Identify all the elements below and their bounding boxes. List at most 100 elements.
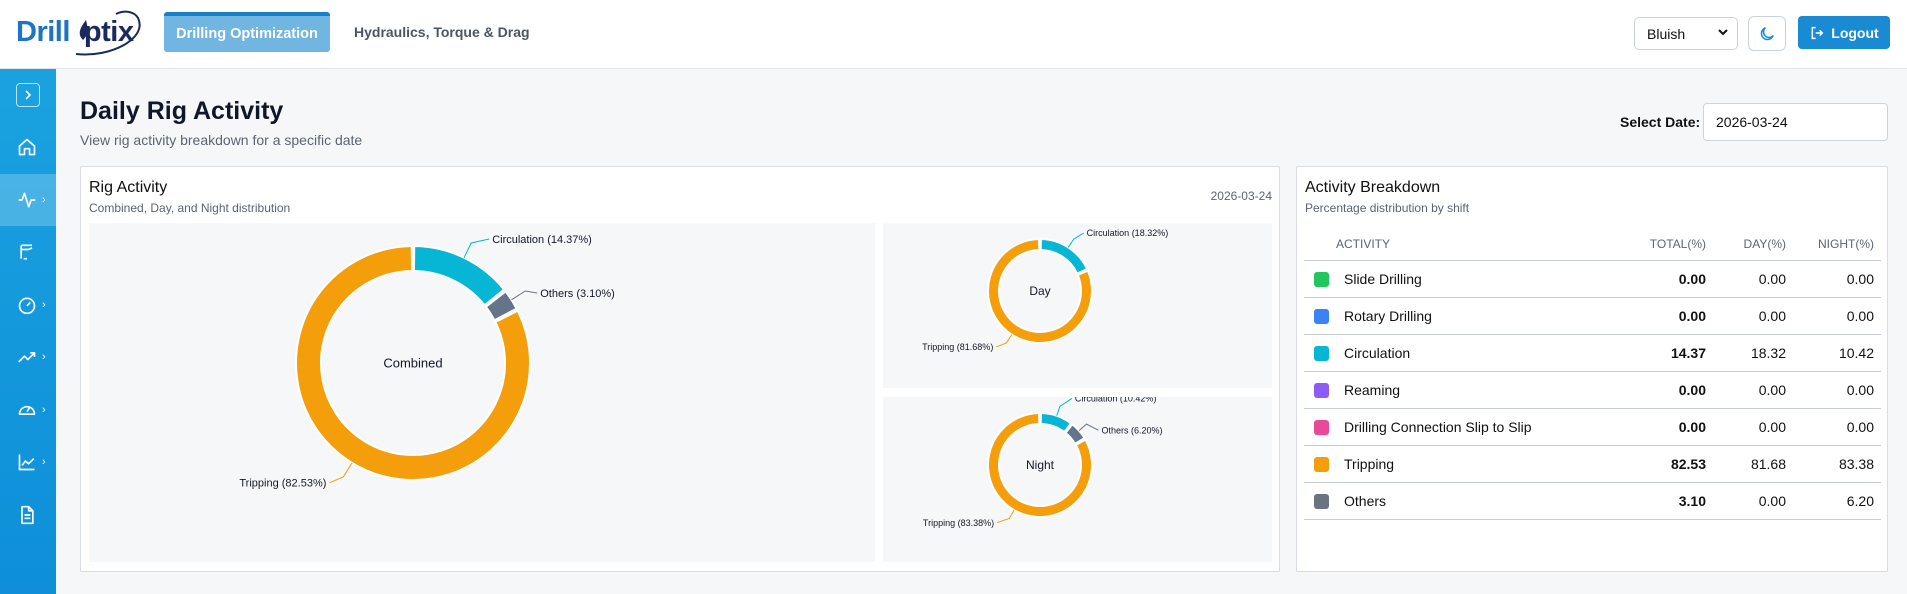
sidebar-item-performance[interactable]: › xyxy=(0,279,56,331)
activity-name: Slide Drilling xyxy=(1344,260,1623,298)
donut-label: Others (3.10%) xyxy=(540,288,615,300)
activity-table: ACTIVITY TOTAL(%) DAY(%) NIGHT(%) Slide … xyxy=(1304,229,1881,520)
tab-hydraulics-torque-drag[interactable]: Hydraulics, Torque & Drag xyxy=(354,24,530,40)
logout-icon xyxy=(1811,26,1824,39)
col-header-night: NIGHT(%) xyxy=(1793,229,1881,261)
dark-mode-toggle-button[interactable] xyxy=(1748,16,1786,51)
donut-slice-tripping[interactable] xyxy=(295,244,531,481)
activity-day: 0.00 xyxy=(1713,408,1793,446)
activity-night: 0.00 xyxy=(1793,260,1881,298)
combined-donut-chart: Circulation (14.37%) Others (3.10%) Trippi… xyxy=(239,234,615,490)
activity-day: 0.00 xyxy=(1713,260,1793,298)
col-header-activity: ACTIVITY xyxy=(1304,229,1623,261)
donut-label: Circulation (10.42%) xyxy=(1075,397,1157,404)
sidebar-item-trends[interactable]: › xyxy=(0,331,56,383)
chevron-right-icon: › xyxy=(42,194,46,206)
rig-activity-title: Rig Activity xyxy=(89,179,168,196)
table-row: Circulation 14.37 18.32 10.42 xyxy=(1304,334,1881,372)
activity-color-swatch xyxy=(1304,334,1344,372)
rig-activity-date: 2026-03-24 xyxy=(1210,189,1272,203)
donut-label: Circulation (14.37%) xyxy=(492,234,592,246)
donut-slice-tripping[interactable] xyxy=(987,237,1093,344)
donut-label: Tripping (81.68%) xyxy=(922,342,993,352)
sidebar-item-rig-activity[interactable]: › xyxy=(0,174,56,226)
activity-day: 81.68 xyxy=(1713,445,1793,483)
activity-color-swatch xyxy=(1304,445,1344,483)
activity-color-swatch xyxy=(1304,260,1344,298)
logo-swoosh-icon xyxy=(75,10,141,56)
donut-leader-line xyxy=(996,334,1013,348)
logo-text: Drill ptix xyxy=(16,16,134,48)
activity-total: 0.00 xyxy=(1622,260,1713,298)
night-donut-chart: Circulation (10.42%) Others (6.20%) Trippi… xyxy=(923,397,1163,528)
activity-name: Drilling Connection Slip to Slip xyxy=(1344,408,1623,446)
drill-rig-icon xyxy=(20,244,33,260)
activity-color-swatch xyxy=(1304,297,1344,335)
activity-breakdown-subtitle: Percentage distribution by shift xyxy=(1305,201,1470,215)
activity-night: 0.00 xyxy=(1793,371,1881,409)
activity-day: 0.00 xyxy=(1713,297,1793,335)
select-date-label: Select Date: xyxy=(1620,114,1701,130)
day-chart-panel: Circulation (18.32%) Tripping (81.68%) Day xyxy=(883,223,1272,388)
donut-center-title: Day xyxy=(1029,284,1050,298)
donut-center-title: Night xyxy=(1026,458,1055,472)
donut-leader-line xyxy=(1056,397,1073,416)
rig-activity-card: Rig Activity Combined, Day, and Night di… xyxy=(80,166,1280,572)
night-chart-panel: Circulation (10.42%) Others (6.20%) Trippi… xyxy=(883,397,1272,562)
activity-name: Reaming xyxy=(1344,371,1623,409)
activity-total: 0.00 xyxy=(1622,297,1713,335)
drilloptix-logo[interactable]: Drill ptix xyxy=(16,8,146,58)
chevron-right-icon xyxy=(25,90,32,100)
sidebar-item-dashboard[interactable]: › xyxy=(0,384,56,436)
donut-leader-line xyxy=(1078,423,1099,432)
logout-label: Logout xyxy=(1831,24,1879,41)
table-row: Others 3.10 0.00 6.20 xyxy=(1304,482,1881,520)
rig-activity-subtitle: Combined, Day, and Night distribution xyxy=(89,201,291,215)
activity-night: 83.38 xyxy=(1793,445,1881,483)
theme-select-value: Bluish xyxy=(1647,25,1686,42)
activity-night: 0.00 xyxy=(1793,297,1881,335)
date-input-value: 2026-03-24 xyxy=(1716,114,1788,130)
donut-slice-others[interactable] xyxy=(1064,422,1086,446)
day-donut-chart: Circulation (18.32%) Tripping (81.68%) Day xyxy=(922,228,1168,352)
activity-name: Circulation xyxy=(1344,334,1623,372)
activity-day: 0.00 xyxy=(1713,371,1793,409)
moon-icon xyxy=(1760,26,1774,40)
donut-leader-line xyxy=(463,238,490,258)
sidebar-item-reports[interactable] xyxy=(0,489,56,541)
sidebar-expand-button[interactable] xyxy=(16,83,40,107)
sidebar-item-analytics[interactable]: › xyxy=(0,436,56,488)
donut-slice-tripping[interactable] xyxy=(987,411,1093,518)
donut-center-title: Combined xyxy=(383,356,442,371)
donut-slice-others[interactable] xyxy=(484,290,518,322)
activity-color-swatch xyxy=(1304,371,1344,409)
donut-slice-circulation[interactable] xyxy=(412,244,506,307)
sidebar-item-drilling[interactable] xyxy=(0,226,56,278)
sidebar-item-home[interactable] xyxy=(0,121,56,173)
date-input[interactable]: 2026-03-24 xyxy=(1703,103,1888,141)
activity-day: 0.00 xyxy=(1713,482,1793,520)
trending-up-icon xyxy=(18,352,36,363)
logout-button[interactable]: Logout xyxy=(1798,16,1890,49)
top-navbar: Drill ptix Drilling Optimization Hydrauli… xyxy=(0,0,1907,69)
donut-leader-line xyxy=(996,509,1015,524)
tab-drilling-optimization[interactable]: Drilling Optimization xyxy=(164,12,330,52)
chevron-right-icon: › xyxy=(42,456,46,468)
activity-name: Others xyxy=(1344,482,1623,520)
page-title: Daily Rig Activity xyxy=(80,97,284,125)
donut-slice-circulation[interactable] xyxy=(1039,237,1089,275)
page-subtitle: View rig activity breakdown for a specif… xyxy=(80,132,363,148)
area-chart-icon xyxy=(18,454,35,471)
donut-slice-circulation[interactable] xyxy=(1039,411,1073,434)
home-icon xyxy=(18,138,36,156)
activity-color-swatch xyxy=(1304,408,1344,446)
donut-label: Tripping (82.53%) xyxy=(239,478,326,490)
activity-night: 6.20 xyxy=(1793,482,1881,520)
activity-name: Rotary Drilling xyxy=(1344,297,1623,335)
activity-total: 0.00 xyxy=(1622,371,1713,409)
theme-select[interactable]: Bluish xyxy=(1634,17,1738,50)
donut-leader-line xyxy=(329,462,353,484)
gauge-icon xyxy=(18,297,36,315)
donut-leader-line xyxy=(1067,232,1084,248)
document-icon xyxy=(21,505,34,525)
